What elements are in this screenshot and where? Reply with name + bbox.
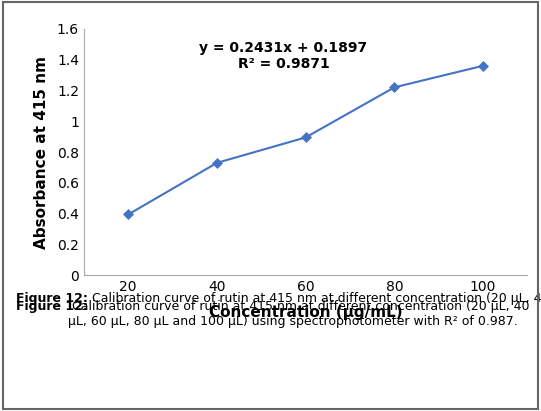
Text: Figure 12:: Figure 12: bbox=[16, 300, 88, 313]
X-axis label: Concentration (μg/mL): Concentration (μg/mL) bbox=[209, 305, 403, 320]
Text: y = 0.2431x + 0.1897
R² = 0.9871: y = 0.2431x + 0.1897 R² = 0.9871 bbox=[200, 41, 367, 71]
Text: Calibration curve of rutin at 415 nm at different concentration (20 μL, 40 μL, 6: Calibration curve of rutin at 415 nm at … bbox=[68, 300, 529, 328]
Y-axis label: Absorbance at 415 nm: Absorbance at 415 nm bbox=[34, 55, 49, 249]
Text: Figure 12:: Figure 12: bbox=[16, 292, 88, 305]
Text: Calibration curve of rutin at 415 nm at different concentration (20 μL, 40 μL, 6: Calibration curve of rutin at 415 nm at … bbox=[88, 292, 541, 305]
